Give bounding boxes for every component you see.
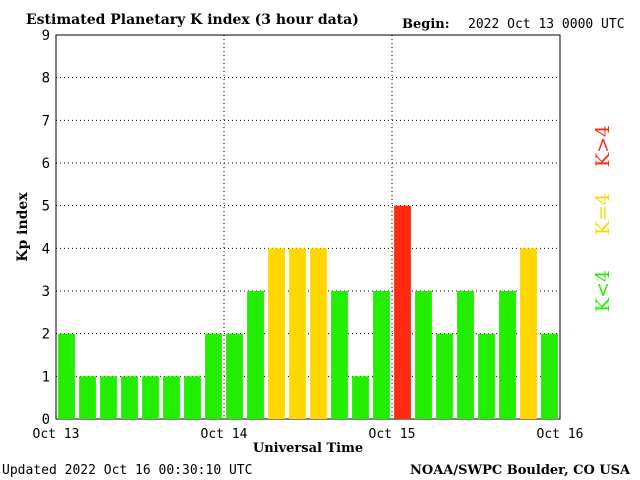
- kp-bar: [268, 248, 285, 419]
- y-axis-label: Kp index: [15, 192, 31, 262]
- kp-bar: [331, 291, 348, 419]
- kp-bar: [310, 248, 327, 419]
- y-tick-label: 7: [42, 113, 50, 129]
- kp-bar: [520, 248, 537, 419]
- kp-bar: [142, 376, 159, 419]
- x-tick-label: Oct 16: [537, 427, 584, 442]
- legend-equal: K=4: [592, 193, 614, 235]
- legend-high: K>4: [592, 125, 614, 167]
- y-tick-label: 9: [42, 28, 50, 44]
- begin-value: 2022 Oct 13 0000 UTC: [468, 17, 625, 32]
- y-tick-label: 2: [42, 327, 50, 343]
- kp-bar: [373, 291, 390, 419]
- kp-bar: [247, 291, 264, 419]
- kp-bar: [352, 376, 369, 419]
- credit-text: NOAA/SWPC Boulder, CO USA: [410, 463, 631, 478]
- y-tick-label: 1: [42, 369, 50, 385]
- y-tick-label: 4: [42, 241, 50, 257]
- kp-bar: [205, 333, 222, 419]
- kp-bar: [79, 376, 96, 419]
- kp-bar: [499, 291, 516, 419]
- y-tick-label: 3: [42, 284, 50, 300]
- kp-bar: [121, 376, 138, 419]
- kp-bar: [436, 333, 453, 419]
- kp-bars: [58, 205, 558, 419]
- plot-frame: [55, 34, 561, 420]
- kp-bar: [163, 376, 180, 419]
- legend-low: K<4: [592, 270, 614, 312]
- x-tick-label: Oct 14: [201, 427, 248, 442]
- y-tick-label: 6: [42, 156, 50, 172]
- x-tick-label: Oct 13: [33, 427, 80, 442]
- y-tick-label: 0: [42, 412, 50, 428]
- x-axis-label: Universal Time: [253, 441, 363, 456]
- y-tick-labels: 0 1 2 3 4 5 6 7 8 9: [42, 28, 50, 428]
- kp-bar: [100, 376, 117, 419]
- horizontal-gridlines: [56, 77, 560, 377]
- kp-bar: [541, 333, 558, 419]
- kp-bar: [58, 333, 75, 419]
- kp-bar: [184, 376, 201, 419]
- x-tick-labels: Oct 13 Oct 14 Oct 15 Oct 16: [33, 427, 584, 442]
- kp-bar: [457, 291, 474, 419]
- kp-bar: [226, 333, 243, 419]
- begin-label: Begin:: [402, 17, 450, 32]
- kp-bar: [289, 248, 306, 419]
- kp-bar: [415, 291, 432, 419]
- x-tick-label: Oct 15: [369, 427, 416, 442]
- y-tick-label: 5: [42, 199, 50, 215]
- updated-timestamp: Updated 2022 Oct 16 00:30:10 UTC: [2, 463, 252, 478]
- kp-bar: [394, 205, 411, 419]
- chart-title: Estimated Planetary K index (3 hour data…: [26, 12, 359, 28]
- kp-bar: [478, 333, 495, 419]
- y-tick-label: 8: [42, 71, 50, 87]
- vertical-gridlines: [223, 35, 393, 419]
